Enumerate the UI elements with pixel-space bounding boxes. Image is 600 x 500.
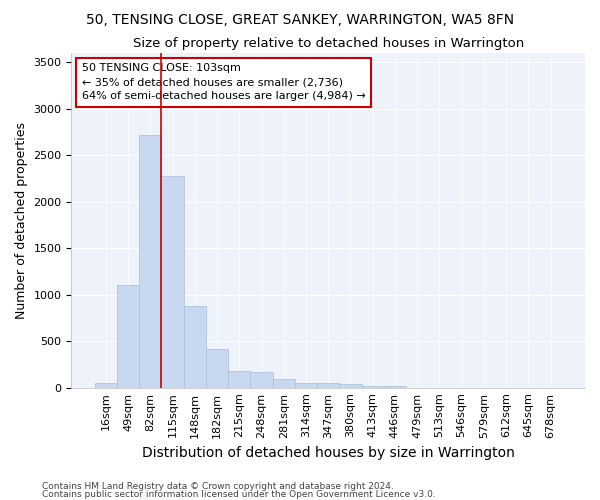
Bar [184, 306, 206, 388]
Bar [161, 176, 184, 388]
Bar [228, 372, 250, 388]
Text: 50, TENSING CLOSE, GREAT SANKEY, WARRINGTON, WA5 8FN: 50, TENSING CLOSE, GREAT SANKEY, WARRING… [86, 12, 514, 26]
Text: 50 TENSING CLOSE: 103sqm
← 35% of detached houses are smaller (2,736)
64% of sem: 50 TENSING CLOSE: 103sqm ← 35% of detach… [82, 63, 365, 101]
Title: Size of property relative to detached houses in Warrington: Size of property relative to detached ho… [133, 38, 524, 51]
Bar [139, 135, 161, 388]
Bar [295, 382, 317, 388]
Bar [250, 372, 272, 388]
Bar [317, 383, 340, 388]
Y-axis label: Number of detached properties: Number of detached properties [15, 122, 28, 319]
X-axis label: Distribution of detached houses by size in Warrington: Distribution of detached houses by size … [142, 446, 515, 460]
Bar [340, 384, 362, 388]
Bar [206, 348, 228, 388]
Bar [95, 383, 117, 388]
Bar [272, 379, 295, 388]
Bar [384, 386, 406, 388]
Text: Contains public sector information licensed under the Open Government Licence v3: Contains public sector information licen… [42, 490, 436, 499]
Text: Contains HM Land Registry data © Crown copyright and database right 2024.: Contains HM Land Registry data © Crown c… [42, 482, 394, 491]
Bar [117, 286, 139, 388]
Bar [362, 386, 384, 388]
